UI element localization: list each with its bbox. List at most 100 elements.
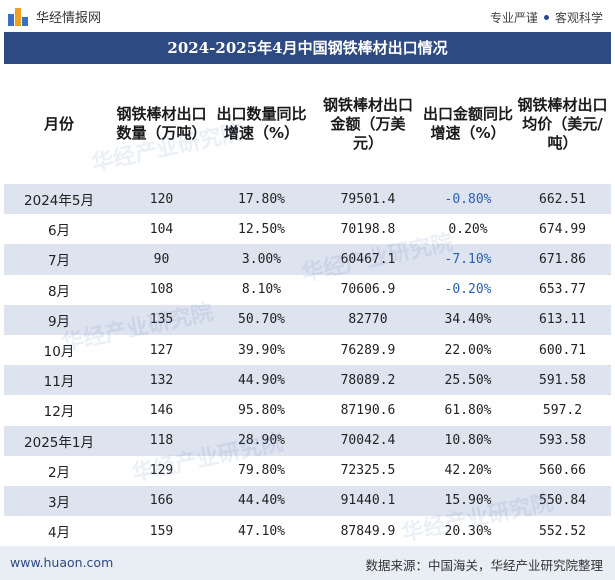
cell-month: 11月 bbox=[43, 374, 75, 391]
cell-price: 550.84 bbox=[539, 493, 586, 509]
cell-amount: 76289.9 bbox=[340, 342, 396, 358]
table-row: 6月 104 12.50% 70198.8 0.20% 674.99 bbox=[4, 214, 611, 245]
column-header-price: 钢铁棒材出口均价（美元/吨） bbox=[517, 95, 608, 152]
cell-month: 7月 bbox=[47, 253, 71, 270]
cell-quantity-yoy: 47.10% bbox=[238, 523, 285, 539]
cell-quantity-yoy: 8.10% bbox=[241, 282, 282, 298]
cell-amount: 78089.2 bbox=[340, 372, 396, 388]
cell-price: 662.51 bbox=[539, 191, 586, 207]
table-body: 2024年5月 120 17.80% 79501.4 -0.80% 662.51 6月 104… bbox=[4, 184, 611, 547]
cell-amount-yoy: -0.80% bbox=[444, 191, 492, 207]
cell-month: 10月 bbox=[43, 344, 75, 361]
page-title: 2024-2025年4月中国钢铁棒材出口情况 bbox=[4, 32, 611, 64]
cell-price: 674.99 bbox=[539, 221, 586, 237]
cell-quantity: 120 bbox=[149, 191, 174, 207]
cell-month: 3月 bbox=[47, 494, 71, 511]
cell-quantity-yoy: 44.90% bbox=[238, 372, 285, 388]
cell-amount: 70606.9 bbox=[340, 282, 396, 298]
cell-amount-yoy: -0.20% bbox=[444, 282, 492, 298]
cell-amount-yoy: 10.80% bbox=[444, 433, 492, 449]
cell-quantity-yoy: 3.00% bbox=[241, 251, 282, 267]
cell-amount: 87849.9 bbox=[340, 523, 396, 539]
cell-month: 8月 bbox=[47, 283, 71, 300]
table-row: 2月 129 79.80% 72325.5 42.20% 560.66 bbox=[4, 455, 611, 486]
footer-url-link[interactable]: www.huaon.com bbox=[10, 555, 114, 570]
cell-quantity-yoy: 79.80% bbox=[238, 463, 285, 479]
cell-amount: 60467.1 bbox=[340, 251, 396, 267]
cell-price: 613.11 bbox=[539, 312, 586, 328]
top-bar: 华经情报网 专业严谨 客观科学 bbox=[0, 0, 615, 32]
column-header-amount: 钢铁棒材出口金额（万美元） bbox=[323, 95, 414, 152]
cell-month: 4月 bbox=[47, 525, 71, 542]
table-row: 2025年1月 118 28.90% 70042.4 10.80% 593.58 bbox=[4, 425, 611, 456]
cell-quantity-yoy: 28.90% bbox=[238, 433, 285, 449]
cell-month: 12月 bbox=[43, 404, 75, 421]
cell-amount: 87190.6 bbox=[340, 402, 396, 418]
logo-text: 华经情报网 bbox=[36, 11, 102, 26]
separator-dot-icon bbox=[543, 15, 549, 20]
cell-quantity: 127 bbox=[149, 342, 174, 358]
table-row: 7月 90 3.00% 60467.1 -7.10% 671.86 bbox=[4, 244, 611, 275]
column-header-quantity: 钢铁棒材出口数量（万吨） bbox=[116, 105, 207, 142]
cell-month: 2024年5月 bbox=[24, 193, 94, 210]
cell-amount: 72325.5 bbox=[340, 463, 396, 479]
cell-amount-yoy: 20.30% bbox=[444, 523, 492, 539]
table-row: 10月 127 39.90% 76289.9 22.00% 600.71 bbox=[4, 334, 611, 366]
cell-amount-yoy: 34.40% bbox=[444, 312, 492, 328]
cell-quantity: 146 bbox=[149, 402, 174, 418]
table-row: 4月 159 47.10% 87849.9 20.30% 552.52 bbox=[4, 516, 611, 547]
slogan-left: 专业严谨 bbox=[489, 11, 538, 25]
brand-logo[interactable]: 华经情报网 bbox=[8, 7, 101, 26]
cell-price: 552.52 bbox=[539, 523, 586, 539]
cell-quantity: 104 bbox=[149, 221, 174, 237]
table-row: 2024年5月 120 17.80% 79501.4 -0.80% 662.51 bbox=[4, 184, 611, 215]
cell-quantity: 118 bbox=[149, 433, 174, 449]
slogan: 专业严谨 客观科学 bbox=[490, 9, 603, 26]
cell-quantity-yoy: 12.50% bbox=[238, 221, 285, 237]
table-row: 9月 135 50.70% 82770 34.40% 613.11 bbox=[4, 304, 611, 335]
cell-price: 597.2 bbox=[542, 402, 583, 418]
cell-month: 2025年1月 bbox=[24, 434, 94, 451]
cell-quantity-yoy: 17.80% bbox=[238, 191, 285, 207]
cell-month: 9月 bbox=[47, 313, 71, 330]
cell-amount: 91440.1 bbox=[340, 493, 396, 509]
cell-amount: 70198.8 bbox=[340, 221, 396, 237]
cell-amount: 82770 bbox=[348, 312, 388, 328]
cell-amount: 79501.4 bbox=[340, 191, 396, 207]
column-header-quantity-yoy: 出口数量同比增速（%） bbox=[216, 105, 307, 142]
cell-price: 671.86 bbox=[539, 251, 586, 267]
cell-quantity: 108 bbox=[149, 282, 174, 298]
column-header-month: 月份 bbox=[43, 114, 74, 133]
table-row: 8月 108 8.10% 70606.9 -0.20% 653.77 bbox=[4, 274, 611, 305]
cell-price: 593.58 bbox=[539, 433, 586, 449]
cell-month: 2月 bbox=[47, 464, 71, 481]
cell-price: 591.58 bbox=[539, 372, 586, 388]
cell-amount-yoy: 42.20% bbox=[444, 463, 492, 479]
cell-quantity: 135 bbox=[149, 312, 174, 328]
cell-price: 600.71 bbox=[539, 342, 586, 358]
slogan-right: 客观科学 bbox=[554, 11, 603, 25]
cell-price: 560.66 bbox=[539, 463, 586, 479]
table-row: 11月 132 44.90% 78089.2 25.50% 591.58 bbox=[4, 365, 611, 396]
table-row: 3月 166 44.40% 91440.1 15.90% 550.84 bbox=[4, 485, 611, 517]
footer: www.huaon.com 数据来源：中国海关，华经产业研究院整理 bbox=[0, 546, 615, 580]
cell-amount-yoy: 22.00% bbox=[444, 342, 492, 358]
cell-amount-yoy: 25.50% bbox=[444, 372, 492, 388]
table-row: 12月 146 95.80% 87190.6 61.80% 597.2 bbox=[4, 395, 611, 426]
footer-source: 数据来源：中国海关，华经产业研究院整理 bbox=[365, 558, 603, 573]
logo-bars-icon bbox=[8, 7, 30, 26]
cell-quantity-yoy: 39.90% bbox=[238, 342, 285, 358]
table-header: 月份 钢铁棒材出口数量（万吨） 出口数量同比增速（%） 钢铁棒材出口金额（万美元… bbox=[4, 64, 611, 184]
cell-quantity: 166 bbox=[149, 493, 174, 509]
cell-amount-yoy: 0.20% bbox=[448, 221, 488, 237]
cell-price: 653.77 bbox=[539, 282, 586, 298]
cell-quantity: 132 bbox=[149, 372, 174, 388]
cell-month: 6月 bbox=[47, 223, 71, 240]
cell-quantity-yoy: 50.70% bbox=[238, 312, 285, 328]
cell-amount-yoy: -7.10% bbox=[444, 251, 492, 267]
cell-quantity-yoy: 44.40% bbox=[238, 493, 285, 509]
cell-quantity: 90 bbox=[153, 251, 170, 267]
cell-quantity-yoy: 95.80% bbox=[238, 402, 285, 418]
column-header-amount-yoy: 出口金额同比增速（%） bbox=[423, 105, 514, 142]
cell-quantity: 159 bbox=[149, 523, 174, 539]
